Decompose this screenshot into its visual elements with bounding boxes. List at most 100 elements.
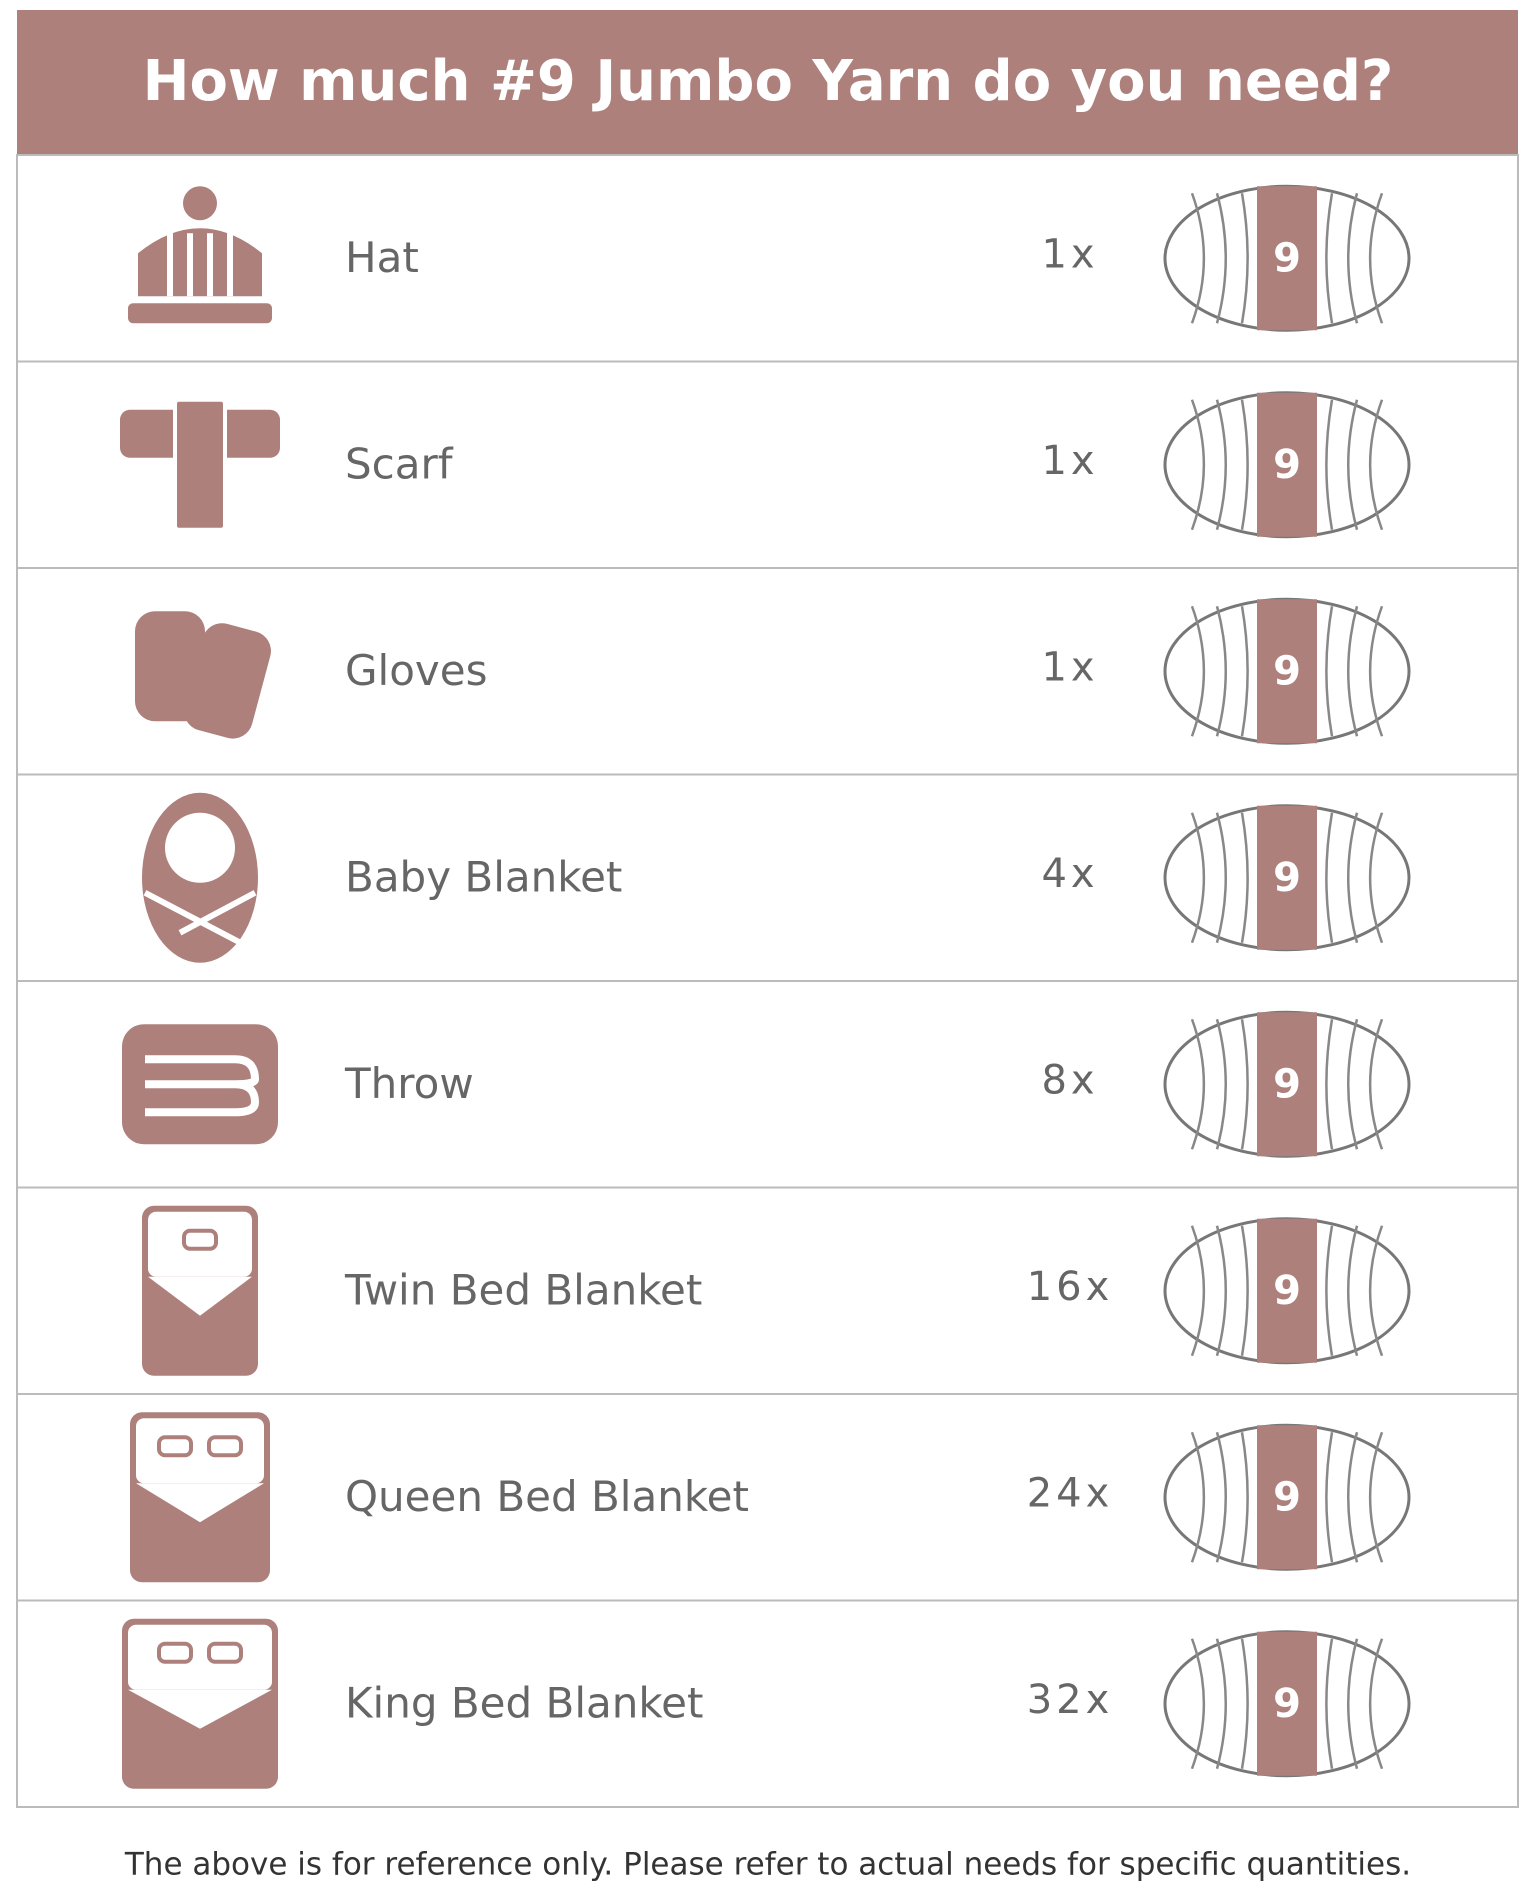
row: Twin Bed Blanket 16x 9 bbox=[17, 1186, 1518, 1376]
yarn-strand bbox=[1325, 812, 1334, 943]
pillow bbox=[207, 1641, 243, 1664]
yarn-strand bbox=[1190, 1431, 1206, 1563]
item-quantity: 32x bbox=[1027, 1677, 1114, 1723]
yarn-strand bbox=[1215, 399, 1227, 531]
yarn-strand bbox=[1215, 1018, 1227, 1150]
yarn-label-band bbox=[1257, 599, 1317, 744]
yarn-label-band bbox=[1257, 1425, 1317, 1570]
yarn-strand bbox=[1325, 1432, 1334, 1563]
yarn-strand bbox=[1190, 605, 1206, 737]
bed-top bbox=[148, 1211, 252, 1277]
yarn-strand bbox=[1325, 1225, 1334, 1356]
yarn-strand bbox=[1368, 605, 1384, 737]
pillow bbox=[157, 1435, 193, 1458]
title: How much #9 Jumbo Yarn do you need? bbox=[143, 49, 1394, 114]
yarn-number: 9 bbox=[1273, 442, 1301, 488]
yarn-strand bbox=[1240, 1432, 1249, 1563]
row: Scarf 1x 9 bbox=[17, 360, 1518, 539]
yarn-number: 9 bbox=[1273, 235, 1301, 281]
throw-fold bbox=[145, 1055, 260, 1117]
yarn-strand bbox=[1190, 192, 1206, 324]
pillow bbox=[157, 1641, 193, 1664]
yarn-number: 9 bbox=[1273, 1061, 1301, 1107]
yarn-strand bbox=[1368, 812, 1384, 944]
yarn-label-band bbox=[1257, 392, 1317, 537]
item-quantity: 1x bbox=[1041, 644, 1098, 690]
yarn-strand bbox=[1347, 812, 1359, 944]
row: Throw 8x 9 bbox=[17, 980, 1518, 1158]
yarn-strand bbox=[1240, 1225, 1249, 1356]
yarn-number: 9 bbox=[1273, 1681, 1301, 1727]
yarn-strand bbox=[1368, 1018, 1384, 1150]
yarn-strand bbox=[1368, 192, 1384, 324]
yarn-strand bbox=[1347, 1638, 1359, 1770]
item-quantity: 16x bbox=[1027, 1264, 1114, 1310]
hat-stripe bbox=[227, 233, 233, 297]
yarn-strand bbox=[1368, 1431, 1384, 1563]
yarn-strand bbox=[1190, 1225, 1206, 1357]
yarn-label-band bbox=[1257, 1218, 1317, 1363]
hat-dome bbox=[138, 228, 262, 297]
item-label: Queen Bed Blanket bbox=[345, 1472, 749, 1521]
yarn-strand bbox=[1215, 605, 1227, 737]
yarn-number: 9 bbox=[1273, 1474, 1301, 1520]
yarn-label-band bbox=[1257, 1631, 1317, 1776]
yarn-number: 9 bbox=[1273, 1268, 1301, 1314]
item-label: Baby Blanket bbox=[345, 852, 622, 901]
yarn-label-band bbox=[1257, 1012, 1317, 1157]
yarn-strand bbox=[1215, 812, 1227, 944]
item-label: Hat bbox=[345, 233, 419, 282]
yarn-strand bbox=[1325, 399, 1334, 530]
yarn-strand bbox=[1347, 399, 1359, 531]
item-label: Gloves bbox=[345, 646, 488, 695]
pillow bbox=[182, 1228, 218, 1251]
baby-face bbox=[165, 812, 235, 883]
item-label: King Bed Blanket bbox=[345, 1678, 703, 1727]
yarn-strand bbox=[1368, 1225, 1384, 1357]
yarn-strand bbox=[1325, 1019, 1334, 1150]
yarn-strand bbox=[1215, 192, 1227, 324]
hat-pom bbox=[183, 186, 217, 221]
row: Baby Blanket 4x 9 bbox=[17, 773, 1518, 963]
hat-stripe bbox=[187, 233, 193, 297]
yarn-strand bbox=[1347, 192, 1359, 324]
row: Gloves 1x 9 bbox=[17, 567, 1518, 745]
row: Hat 1x 9 bbox=[128, 184, 1411, 332]
item-quantity: 24x bbox=[1027, 1470, 1114, 1516]
yarn-strand bbox=[1190, 1018, 1206, 1150]
yarn-strand bbox=[1240, 1638, 1249, 1769]
bed-top bbox=[128, 1624, 272, 1690]
yarn-strand bbox=[1240, 193, 1249, 324]
yarn-number: 9 bbox=[1273, 648, 1301, 694]
yarn-strand bbox=[1240, 812, 1249, 943]
item-quantity: 8x bbox=[1041, 1057, 1098, 1103]
yarn-strand bbox=[1347, 1018, 1359, 1150]
yarn-strand bbox=[1347, 605, 1359, 737]
yarn-strand bbox=[1368, 399, 1384, 531]
bed-top bbox=[136, 1418, 264, 1484]
yarn-strand bbox=[1240, 606, 1249, 737]
item-quantity: 1x bbox=[1041, 438, 1098, 484]
yarn-strand bbox=[1347, 1225, 1359, 1357]
glove bbox=[183, 623, 271, 739]
yarn-label-band bbox=[1257, 805, 1317, 950]
glove bbox=[135, 611, 205, 722]
hat-stripe bbox=[207, 233, 213, 297]
row: King Bed Blanket 32x 9 bbox=[17, 1599, 1518, 1789]
hat-brim bbox=[128, 303, 272, 324]
yarn-strand bbox=[1215, 1638, 1227, 1770]
yarn-strand bbox=[1368, 1638, 1384, 1770]
item-quantity: 1x bbox=[1041, 231, 1098, 277]
item-quantity: 4x bbox=[1041, 851, 1098, 897]
yarn-strand bbox=[1240, 1019, 1249, 1150]
yarn-strand bbox=[1190, 812, 1206, 944]
footer-note: The above is for reference only. Please … bbox=[124, 1847, 1411, 1883]
header-bar bbox=[17, 10, 1518, 155]
yarn-label-band bbox=[1257, 186, 1317, 331]
item-label: Twin Bed Blanket bbox=[344, 1265, 702, 1314]
bed-fold bbox=[136, 1483, 264, 1523]
yarn-strand bbox=[1215, 1225, 1227, 1357]
hat-stripe bbox=[167, 233, 173, 297]
